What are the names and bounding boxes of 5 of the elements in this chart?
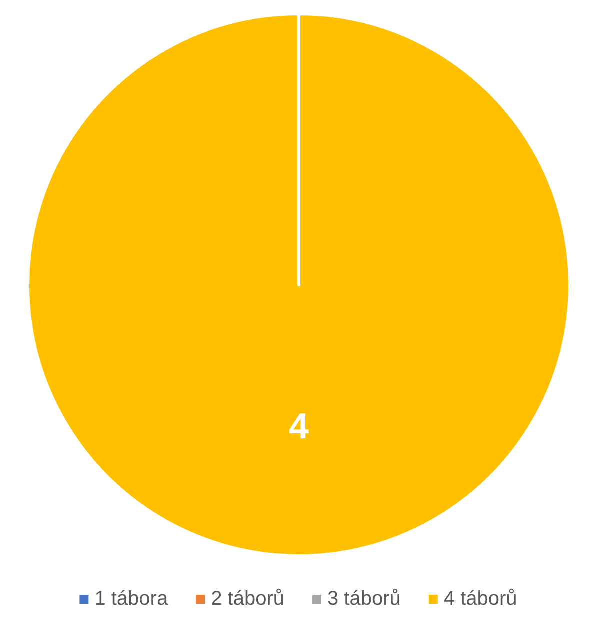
data-label: 4 [288, 406, 310, 447]
slice-label: 4 táborů [444, 588, 518, 610]
legend-label: 1 tábora [94, 588, 169, 610]
legend-label: 3 táborů [328, 588, 401, 610]
legend-label: 2 táborů [211, 588, 284, 610]
